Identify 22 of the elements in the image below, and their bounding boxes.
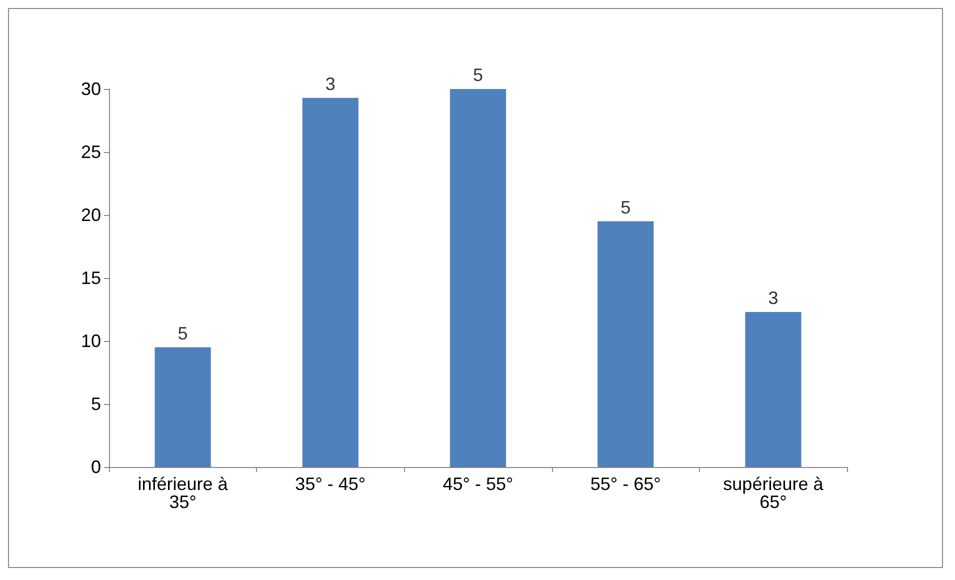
y-tick-label: 15	[80, 268, 101, 288]
annotation: 3	[325, 74, 336, 94]
y-tick-label: 30	[80, 79, 101, 99]
y-tick-label: 0	[90, 457, 101, 477]
bar	[598, 221, 654, 467]
y-tick-label: 5	[90, 394, 101, 414]
x-tick-label: 55° - 65°	[590, 474, 661, 494]
x-tick-label: supérieure à 65°	[723, 474, 824, 512]
y-tick-label: 20	[80, 205, 101, 225]
x-tick-label: inférieure à 35°	[138, 474, 229, 512]
annotation: 5	[472, 65, 484, 85]
annotation: 3	[768, 288, 778, 308]
bar	[745, 312, 802, 467]
bar	[450, 89, 506, 467]
bar	[154, 347, 211, 467]
x-tick-label: 45° - 55°	[442, 474, 514, 494]
bar	[302, 98, 358, 467]
x-tick-label: 35° - 45°	[295, 474, 366, 494]
annotation: 5	[620, 197, 631, 218]
y-tick-label: 10	[80, 331, 101, 351]
annotation: 5	[178, 323, 188, 344]
y-tick-label: 25	[80, 142, 101, 162]
